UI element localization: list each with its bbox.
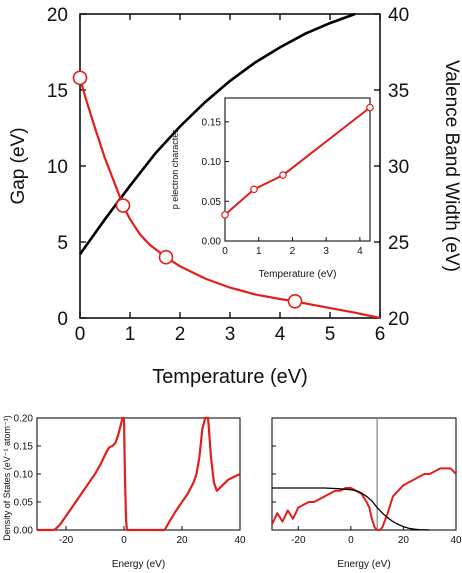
inset-data-point	[221, 210, 229, 219]
inset-data-point	[366, 103, 374, 112]
dos-left-series-line	[37, 416, 241, 532]
main-y-tick-label: 0	[57, 309, 68, 330]
inset-y-tick-label: 0.05	[202, 197, 222, 208]
dos-right-red-series-line	[271, 467, 457, 531]
inset-x-tick-label: 2	[290, 246, 296, 257]
gap-data-point	[158, 249, 174, 265]
fermi-distribution-line	[272, 487, 430, 531]
gap-data-point	[287, 293, 303, 309]
inset-series-line	[224, 106, 371, 216]
main-x-axis-label: Temperature (eV)	[152, 366, 308, 388]
main-y-tick-label: 10	[47, 157, 68, 178]
dos-left-y-tick-label: 0.05	[14, 498, 34, 509]
dos-right-x-axis-label: Energy (eV)	[337, 559, 390, 570]
main-y-axis-label: Gap (eV)	[8, 127, 29, 204]
inset-x-tick-label: 1	[256, 246, 262, 257]
inset-x-tick-label: 3	[323, 246, 329, 257]
gap-data-point	[115, 198, 131, 213]
main-y2-tick-label: 35	[388, 81, 409, 102]
main-y2-axis-label: Valence Band Width (eV)	[441, 60, 462, 272]
main-y2-tick-label: 40	[388, 5, 409, 26]
dos-left-x-tick-label: -20	[59, 535, 74, 546]
main-x-tick-label: 2	[175, 324, 186, 345]
main-x-tick-label: 3	[225, 324, 236, 345]
inset-chart: 0 1 2 3 4 0.00 0.05 0.10 0.15 Temperature (eV) p e…	[170, 97, 374, 280]
inset-y-tick-label: 0.15	[202, 117, 222, 128]
dos-left-x-tick-label: 0	[121, 535, 127, 546]
dos-right-chart: -20 0 20 40 Energy (eV)	[271, 417, 462, 570]
dos-right-x-tick-label: 0	[348, 535, 354, 546]
dos-left-y-tick-label: 0.20	[14, 414, 34, 425]
main-y-tick-label: 20	[47, 5, 68, 26]
dos-left-y-tick-label: 0.10	[14, 470, 34, 481]
inset-data-point	[250, 185, 258, 194]
main-y2-tick-label: 20	[388, 309, 409, 330]
dos-left-y-tick-label: 0.00	[14, 526, 34, 537]
dos-left-y-tick-label: 0.15	[14, 442, 34, 453]
main-y2-tick-label: 30	[388, 157, 409, 178]
dos-left-x-tick-label: 40	[234, 535, 246, 546]
main-y-tick-label: 5	[57, 233, 68, 254]
main-x-tick-label: 5	[325, 324, 336, 345]
dos-left-x-tick-label: 20	[176, 535, 188, 546]
inset-data-point	[279, 171, 287, 179]
main-x-tick-label: 1	[125, 324, 136, 345]
main-x-tick-label: 4	[275, 324, 286, 345]
main-x-tick-label: 6	[375, 324, 386, 345]
dos-left-y-axis-label: Density of States (eV⁻¹ atom⁻¹)	[2, 415, 12, 541]
main-x-tick-label: 0	[75, 324, 86, 345]
bandwidth-series-line	[78, 12, 356, 255]
dos-left-x-axis-label: Energy (eV)	[112, 559, 165, 570]
dos-left-chart: -20 0 20 40 0.00 0.05 0.10 0.15 0.20 Energy (eV) D…	[2, 414, 246, 571]
inset-x-axis-label: Temperature (eV)	[259, 269, 337, 280]
dos-right-x-tick-label: 20	[398, 535, 410, 546]
main-y-tick-label: 15	[47, 81, 68, 102]
dos-right-x-tick-label: 40	[450, 535, 462, 546]
inset-y-axis-label: p electron character	[170, 130, 180, 210]
dos-right-x-tick-label: -20	[291, 535, 306, 546]
inset-x-tick-label: 0	[222, 246, 228, 257]
inset-plot-frame	[224, 97, 371, 242]
inset-y-tick-label: 0.10	[202, 157, 222, 168]
gap-data-point	[72, 70, 88, 86]
inset-x-tick-label: 4	[357, 246, 363, 257]
main-y2-tick-label: 25	[388, 233, 409, 254]
inset-y-tick-label: 0.00	[202, 237, 222, 248]
